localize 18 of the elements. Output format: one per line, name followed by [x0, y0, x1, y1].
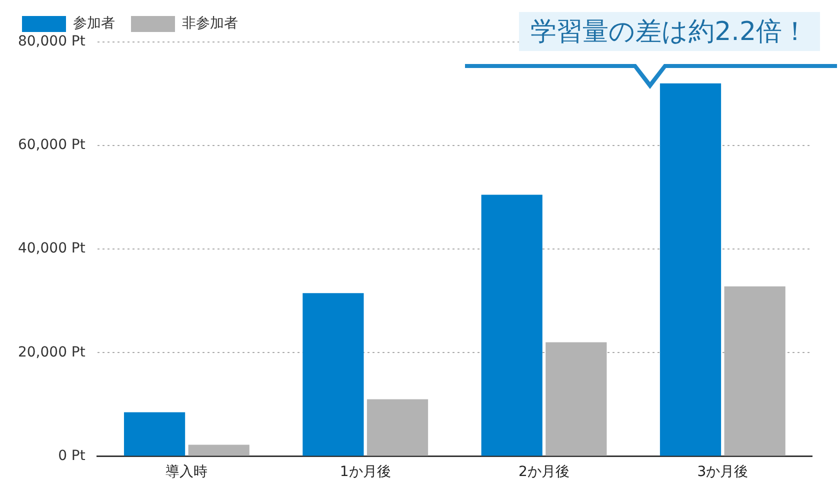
y-tick-label: 40,000 Pt [18, 240, 86, 257]
bar [188, 444, 250, 456]
bar [124, 412, 186, 456]
y-tick-label: 80,000 Pt [18, 34, 86, 50]
legend-label: 非参加者 [182, 16, 238, 32]
y-tick-label: 20,000 Pt [18, 344, 86, 360]
bar [366, 399, 428, 456]
y-tick-label: 60,000 Pt [18, 137, 86, 154]
x-tick-label: 導入時 [166, 464, 208, 480]
x-tick-label: 2か月後 [518, 464, 570, 480]
legend-label: 参加者 [73, 16, 115, 32]
x-tick-label: 1か月後 [340, 464, 391, 480]
y-tick-label: 0 Pt [58, 448, 86, 464]
x-tick-label: 3か月後 [697, 464, 748, 480]
bar [481, 194, 542, 456]
bar [660, 83, 722, 456]
annotation: 学習量の差は約2.2倍！ [518, 12, 820, 51]
bar [302, 293, 364, 456]
